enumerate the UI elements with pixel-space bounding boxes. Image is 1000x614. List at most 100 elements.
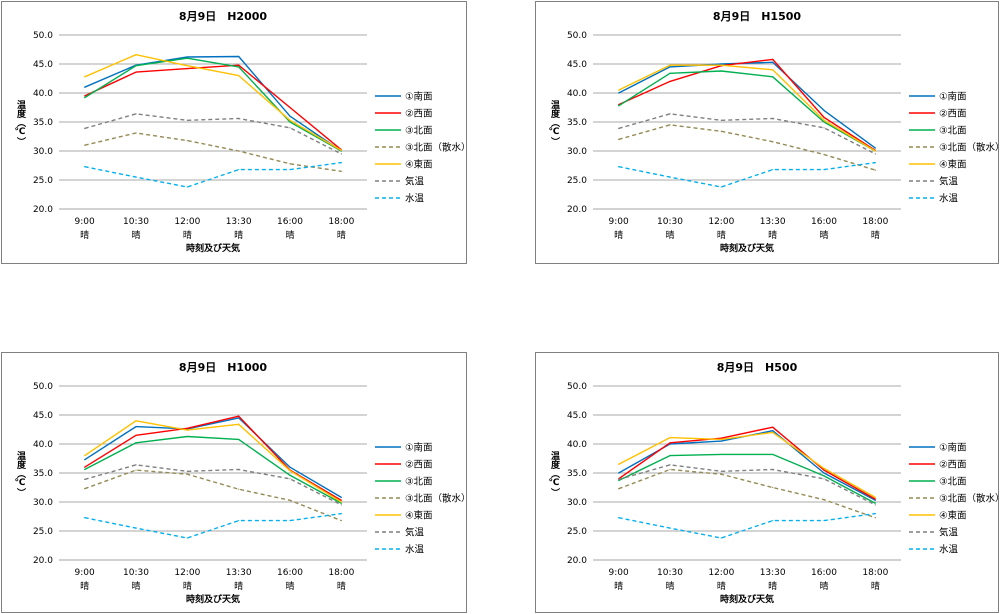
data-point [340,162,342,164]
data-point [874,502,876,504]
data-point [135,527,137,529]
data-point [618,166,620,168]
legend-label: ①南面 [939,91,967,103]
x-tick-label: 9:00 [609,217,629,227]
data-point [720,473,722,475]
data-point [772,76,774,78]
legend-label: ④東面 [939,159,967,171]
x-weather-label: 晴 [183,229,192,241]
legend-label: ③北面 [405,477,433,488]
data-point [874,153,876,155]
data-point [186,473,188,475]
y-tick-label: 25.0 [567,176,587,186]
series-line [84,54,342,152]
data-point [289,499,291,501]
x-weather-label: 晴 [665,229,674,241]
x-weather-label: 晴 [337,229,346,241]
x-axis-label: 時刻及び天気 [186,242,240,254]
data-point [874,517,876,519]
data-point [618,479,620,482]
y-tick-label: 20.0 [567,556,587,566]
data-point [186,435,188,438]
legend-label: ②西面 [405,460,433,471]
y-tick-label: 40.0 [33,440,53,450]
data-point [238,423,240,425]
y-tick-label: 45.0 [567,60,587,70]
data-point [135,71,137,73]
data-point [720,119,722,121]
data-point [874,496,876,498]
legend-label: ④東面 [405,159,433,171]
data-point [823,116,825,118]
data-point [135,54,137,56]
data-point [340,501,342,503]
x-tick-label: 13:30 [760,217,786,227]
x-tick-label: 13:30 [226,217,252,227]
chart-panel-h1000: 8月9日 H1000 20.0 25.0 30.0 35.0 40.0 45.0 50.0 9:… [1,352,467,613]
data-point [618,488,620,490]
data-point [772,486,774,489]
x-tick-label: 12:00 [174,568,200,578]
data-point [772,61,774,63]
data-point [340,519,342,522]
data-point [823,478,825,480]
legend-label: ①南面 [939,442,967,454]
data-point [238,64,240,66]
x-weather-label: 晴 [614,229,623,241]
data-point [84,468,86,471]
data-point [238,438,240,440]
data-point [289,168,291,171]
data-point [289,106,291,109]
chart-svg: 8月9日 H500 20.0 25.0 30.0 35.0 40.0 45.0 50.0 9:0… [548,361,998,605]
chart-panel-h2000: 8月9日 H2000 20.0 25.0 30.0 35.0 40.0 45.0 50.0 9:… [1,1,467,264]
data-point [186,139,188,142]
y-tick-label: 40.0 [33,89,53,99]
data-point [772,468,774,471]
legend-label: ③北面（散水） [939,142,998,154]
data-point [669,80,671,82]
series-line [84,420,342,503]
series-line [84,113,342,155]
x-weather-label: 晴 [285,229,294,241]
x-tick-label: 18:00 [862,568,888,578]
data-point [669,124,671,126]
data-point [84,86,86,88]
data-point [669,72,671,74]
data-point [84,95,86,97]
data-point [823,119,825,121]
data-point [340,170,342,172]
data-point [84,127,86,129]
legend-label: 気温 [405,176,425,188]
data-point [84,166,86,168]
x-weather-label: 晴 [768,229,777,241]
data-point [238,468,240,471]
data-point [135,469,137,471]
x-tick-label: 18:00 [328,568,354,578]
x-weather-label: 晴 [234,580,243,592]
data-point [135,132,137,134]
y-tick-label: 30.0 [567,498,587,508]
data-point [135,113,137,115]
data-point [669,455,671,457]
legend-label: ③北面（散水） [405,142,466,154]
data-point [772,69,774,71]
data-point [289,470,291,472]
x-weather-label: 晴 [871,580,880,592]
data-point [720,63,722,65]
data-point [720,438,722,440]
series-line [84,435,342,504]
series-line [84,469,342,522]
series-line [618,468,876,519]
data-point [135,426,137,428]
data-point [772,426,774,428]
series-line [618,58,876,151]
y-tick-label: 25.0 [567,527,587,537]
data-point [618,478,620,480]
series-line [618,61,876,149]
series-line [84,464,342,506]
x-weather-label: 晴 [717,580,726,592]
x-tick-label: 10:30 [123,568,149,578]
legend-label: 水温 [405,193,425,205]
x-tick-label: 16:00 [277,217,303,227]
y-axis-label: 温度（℃） [14,99,26,146]
